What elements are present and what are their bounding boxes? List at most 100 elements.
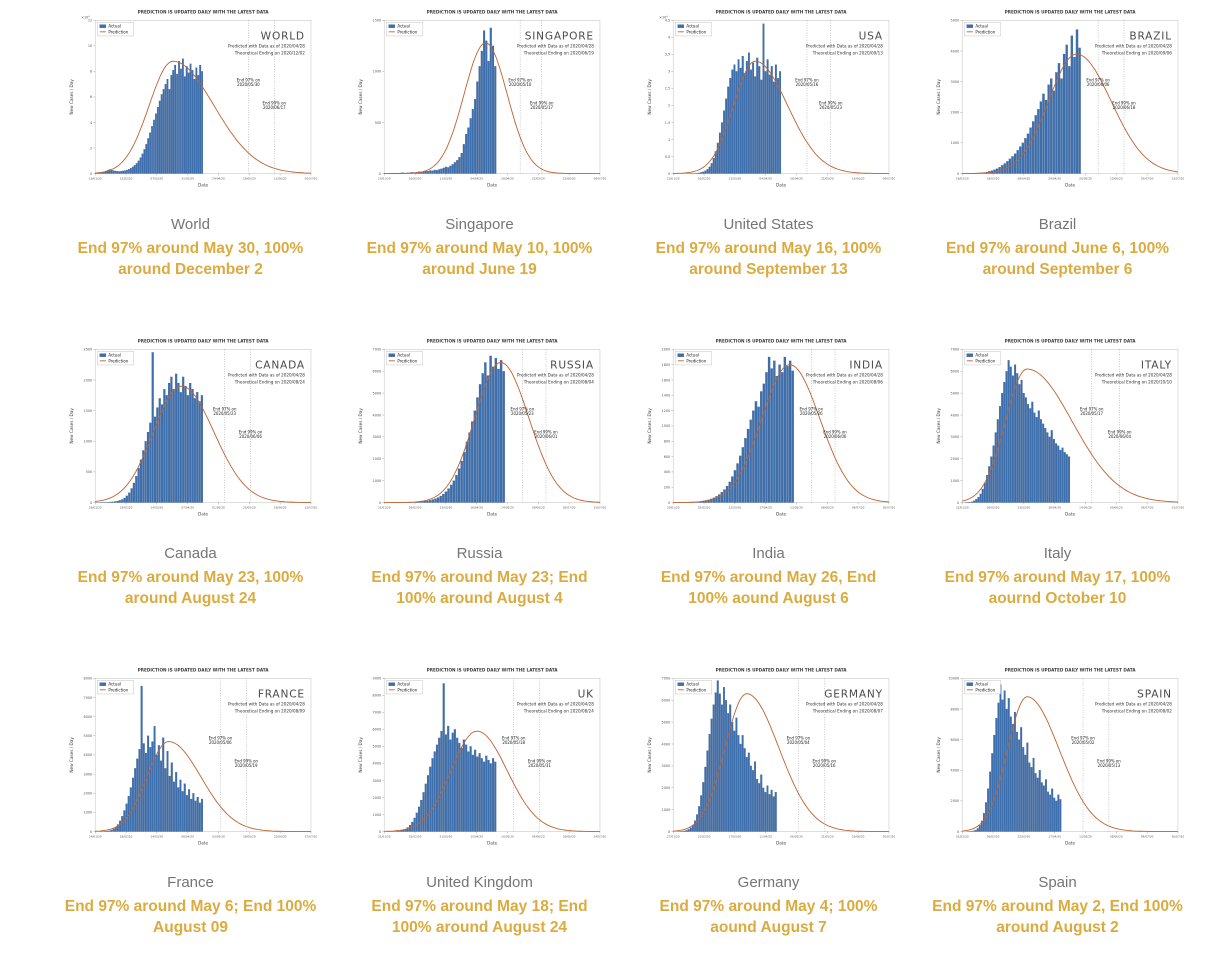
prediction-curve (672, 692, 889, 832)
svg-text:09/07/20: 09/07/20 (882, 177, 894, 181)
x-axis: 01/02/20 26/02/20 22/03/20 17/04/20 13/05/20… (955, 831, 1184, 838)
svg-text:2000: 2000 (372, 795, 381, 799)
svg-text:1000: 1000 (83, 810, 92, 814)
predicted-with-label: Predicted with Data as of 2020/04/28 (805, 701, 882, 706)
svg-text:800: 800 (663, 439, 670, 443)
svg-text:12/02/20: 12/02/20 (119, 177, 132, 181)
country-label: Russia (456, 544, 503, 562)
svg-text:1: 1 (668, 138, 670, 142)
svg-text:13/05/20: 13/05/20 (1079, 834, 1092, 838)
svg-text:Actual: Actual (108, 681, 121, 686)
theoretical-ending-label: Theoretical Ending on 2020/08/24 (522, 708, 593, 713)
svg-text:1000: 1000 (372, 813, 381, 817)
svg-text:18/06/20: 18/06/20 (273, 505, 286, 509)
prediction-caption: End 97% around June 6, 100% around Septe… (945, 240, 1170, 278)
svg-text:1500: 1500 (372, 19, 381, 23)
svg-text:10: 10 (87, 44, 91, 48)
prediction-curve (383, 361, 600, 503)
svg-text:11/06/20: 11/06/20 (273, 177, 286, 181)
y-axis-label: New Cases / Day (936, 736, 941, 772)
x-axis: 24/01/20 18/02/20 14/03/20 08/04/20 03/05/20… (88, 831, 317, 838)
chart-banner: PREDICTION IS UPDATED DAILY WITH THE LAT… (1004, 338, 1136, 343)
svg-text:Prediction: Prediction (108, 29, 128, 34)
x-axis-label: Date (776, 511, 786, 516)
svg-text:09/06/20: 09/06/20 (1109, 505, 1122, 509)
actual-bars (394, 355, 505, 503)
chart-country-title: ITALY (1140, 359, 1171, 371)
chart-canvas: PREDICTION IS UPDATED DAILY WITH THE LAT… (69, 338, 317, 516)
theoretical-ending-label: Theoretical Ending on 2020/08/04 (522, 379, 593, 384)
svg-text:Prediction: Prediction (397, 358, 417, 363)
svg-text:05/07/20: 05/07/20 (562, 505, 575, 509)
svg-text:2500: 2500 (83, 347, 92, 351)
svg-text:2000: 2000 (372, 457, 381, 461)
svg-text:4000: 4000 (950, 768, 959, 772)
svg-text:26/01/20: 26/01/20 (88, 505, 101, 509)
svg-text:22/06/20: 22/06/20 (273, 834, 286, 838)
chart-banner: PREDICTION IS UPDATED DAILY WITH THE LAT… (1004, 667, 1136, 672)
theoretical-ending-label: Theoretical Ending on 2020/09/06 (1100, 51, 1171, 56)
svg-text:16/02/20: 16/02/20 (697, 177, 710, 181)
svg-text:22/03/20: 22/03/20 (1017, 834, 1030, 838)
y-axis: 0 0.5 1 1.5 2 2.5 3 3.5 4 4.5 (664, 19, 673, 176)
svg-text:2000: 2000 (950, 457, 959, 461)
svg-text:End 97% on: End 97% on (799, 406, 823, 411)
x-axis-label: Date (487, 183, 497, 188)
chart-canvas: PREDICTION IS UPDATED DAILY WITH THE LAT… (936, 667, 1184, 845)
svg-text:7000: 7000 (83, 695, 92, 699)
svg-text:8000: 8000 (950, 707, 959, 711)
svg-text:4000: 4000 (83, 753, 92, 757)
chart-country-title: RUSSIA (550, 359, 594, 371)
svg-text:14/05/20: 14/05/20 (501, 505, 514, 509)
svg-text:Actual: Actual (397, 681, 410, 686)
svg-text:4000: 4000 (950, 413, 959, 417)
x-axis: 26/01/20 19/02/20 14/03/20 07/04/20 01/05/20… (88, 502, 317, 509)
svg-text:23/03/20: 23/03/20 (1017, 505, 1030, 509)
chart-country-title: WORLD (260, 30, 304, 42)
svg-text:200: 200 (663, 485, 670, 489)
svg-text:3000: 3000 (661, 764, 670, 768)
svg-text:31/03/20: 31/03/20 (181, 177, 194, 181)
x-axis-label: Date (1065, 511, 1075, 516)
svg-text:2020/06/17: 2020/06/17 (262, 105, 285, 110)
svg-text:1200: 1200 (661, 409, 670, 413)
chart-canvas: PREDICTION IS UPDATED DAILY WITH THE LAT… (358, 9, 606, 188)
svg-text:3: 3 (668, 70, 670, 74)
predicted-with-label: Predicted with Data as of 2020/04/28 (1094, 372, 1171, 377)
plot-area (94, 20, 311, 174)
svg-text:18/05/20: 18/05/20 (242, 177, 255, 181)
svg-text:16/02/20: 16/02/20 (408, 177, 421, 181)
chart-country-title: SINGAPORE (524, 30, 593, 42)
svg-text:0: 0 (957, 830, 959, 834)
svg-text:13/05/20: 13/05/20 (790, 505, 803, 509)
svg-text:End 99% on: End 99% on (812, 758, 836, 763)
chart-canvas: PREDICTION IS UPDATED DAILY WITH THE LAT… (647, 667, 895, 845)
svg-text:2020/05/30: 2020/05/30 (237, 82, 260, 87)
svg-text:25/05/20: 25/05/20 (242, 505, 255, 509)
svg-text:11/03/20: 11/03/20 (439, 177, 452, 181)
svg-text:2020/05/17: 2020/05/17 (1080, 411, 1103, 416)
svg-text:End 97% on: End 97% on (208, 735, 232, 740)
svg-text:01/02/20: 01/02/20 (955, 834, 968, 838)
chart-country-title: BRAZIL (1129, 30, 1172, 42)
chart-country-title: CANADA (255, 359, 305, 371)
svg-text:1000: 1000 (83, 439, 92, 443)
chart-banner: PREDICTION IS UPDATED DAILY WITH THE LAT… (137, 9, 269, 14)
svg-text:31/01/20: 31/01/20 (955, 505, 968, 509)
svg-text:31/01/20: 31/01/20 (377, 505, 390, 509)
svg-text:2020/05/23: 2020/05/23 (510, 411, 533, 416)
svg-text:2020/05/19: 2020/05/19 (234, 763, 257, 768)
chart-card: PREDICTION IS UPDATED DAILY WITH THE LAT… (913, 664, 1202, 939)
svg-text:17/07/20: 17/07/20 (304, 834, 316, 838)
y-axis-label: New Cases / Day (69, 408, 74, 444)
svg-text:4: 4 (668, 36, 670, 40)
svg-text:25/02/20: 25/02/20 (408, 834, 421, 838)
